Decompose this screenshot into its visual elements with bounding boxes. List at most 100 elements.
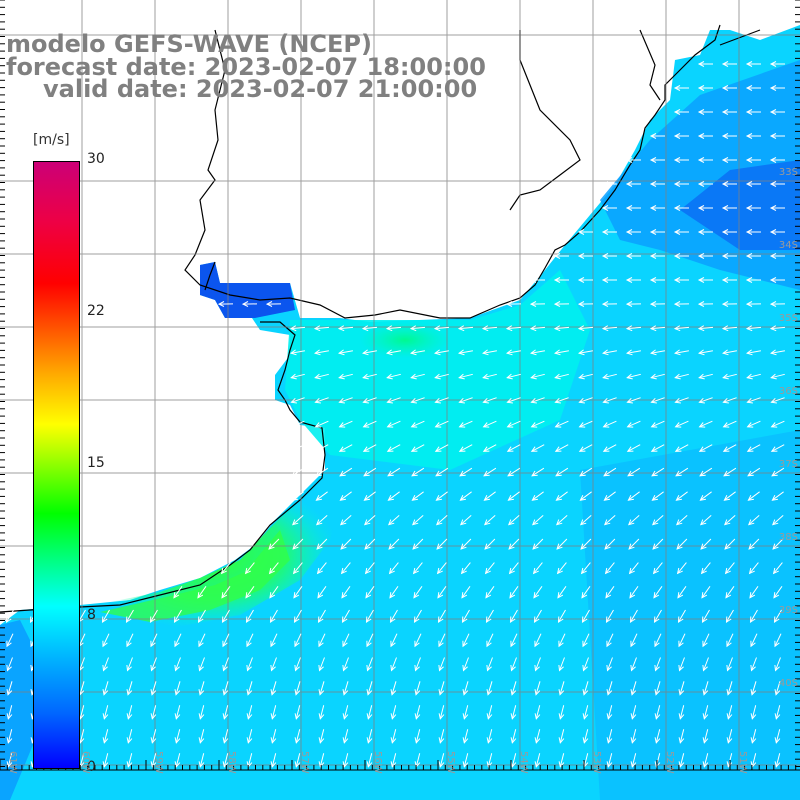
wind-arrow: [269, 562, 279, 574]
wind-arrow: [629, 586, 639, 598]
wind-arrow-head: [529, 349, 537, 356]
wind-arrow-head: [338, 373, 345, 380]
wind-arrow: [699, 350, 713, 354]
wind-arrow: [483, 350, 497, 354]
wind-arrow-head: [674, 446, 682, 452]
wind-arrow: [583, 753, 589, 767]
wind-arrow: [7, 681, 13, 695]
wind-arrow-head: [577, 325, 585, 332]
wind-arrow-head: [606, 761, 613, 768]
wind-arrow: [364, 491, 376, 501]
wind-arrow-head: [726, 737, 733, 744]
wind-arrow: [315, 444, 329, 452]
wind-arrow-head: [697, 133, 705, 139]
wind-arrow: [747, 373, 761, 379]
wind-arrow: [290, 326, 306, 330]
wind-arrow: [463, 753, 469, 767]
wind-arrow-head: [627, 494, 634, 501]
wind-arrow-head: [532, 567, 539, 575]
wind-arrow-head: [510, 640, 516, 648]
wind-arrow-head: [577, 229, 585, 235]
wind-arrow: [78, 633, 86, 647]
wind-arrow: [679, 753, 685, 767]
wind-arrow: [508, 515, 520, 525]
wind-arrow: [703, 657, 709, 671]
lat-label-39s: 39S: [778, 605, 798, 616]
colorbar-tick-30: 30: [87, 151, 105, 167]
wind-arrow-head: [649, 157, 657, 163]
wind-arrow: [102, 609, 110, 623]
wind-arrow: [436, 515, 448, 525]
wind-arrow-head: [601, 349, 609, 356]
wind-arrow-head: [390, 664, 396, 672]
wind-arrow: [580, 491, 592, 501]
wind-arrow-head: [246, 737, 253, 744]
wind-arrow-head: [557, 592, 564, 599]
wind-arrow-head: [341, 616, 348, 623]
wind-arrow-head: [245, 616, 252, 623]
wind-arrow: [127, 681, 133, 695]
wind-arrow: [247, 681, 253, 695]
wind-arrow-head: [290, 373, 297, 380]
wind-arrow-head: [410, 422, 418, 428]
wind-arrow-head: [678, 713, 685, 720]
wind-arrow-head: [458, 397, 465, 404]
wind-arrow-head: [414, 664, 420, 672]
colorbar-units: [m/s]: [33, 132, 70, 148]
wind-arrow: [151, 681, 157, 695]
wind-arrow: [775, 657, 781, 671]
wind-arrow-head: [769, 61, 777, 67]
wind-arrow-head: [462, 713, 469, 720]
wind-arrow-head: [481, 325, 489, 332]
wind-arrow: [389, 562, 399, 574]
wind-arrow: [342, 633, 350, 647]
wind-arrow: [103, 753, 109, 767]
wind-arrow: [365, 562, 375, 574]
wind-arrow-head: [533, 592, 540, 599]
wind-arrow: [150, 633, 158, 647]
wind-arrow: [366, 633, 374, 647]
wind-arrow-head: [220, 567, 227, 575]
wind-arrow-head: [485, 592, 492, 599]
wind-arrow: [654, 609, 662, 623]
wind-arrow-head: [774, 689, 781, 696]
wind-arrow-head: [747, 494, 754, 501]
wind-arrow: [603, 373, 617, 379]
wind-arrow: [363, 420, 377, 428]
wind-arrow-head: [265, 301, 273, 307]
wind-arrow-head: [697, 157, 705, 163]
wind-arrow: [367, 705, 373, 719]
wind-arrow-head: [721, 253, 729, 259]
wind-arrow-head: [677, 616, 684, 623]
wind-arrow-head: [697, 181, 705, 187]
wind-arrow-head: [745, 181, 753, 187]
wind-arrow-head: [582, 664, 588, 672]
wind-arrow: [555, 350, 569, 354]
wind-arrow-head: [458, 422, 466, 428]
wind-arrow-head: [558, 737, 565, 744]
wind-arrow: [439, 657, 445, 671]
wind-arrow-head: [435, 470, 442, 477]
wind-arrow-head: [315, 519, 323, 526]
wind-arrow: [579, 444, 593, 452]
wind-arrow: [387, 467, 401, 477]
wind-arrow-head: [721, 85, 729, 91]
wind-arrow: [223, 753, 229, 767]
wind-arrow: [751, 681, 757, 695]
wind-arrow: [315, 420, 329, 428]
wind-arrow-head: [317, 592, 324, 599]
wind-arrow-head: [554, 446, 562, 452]
wind-arrow-head: [338, 446, 346, 452]
wind-arrow: [79, 753, 85, 767]
wind-arrow-head: [434, 446, 442, 452]
wind-arrow-head: [750, 664, 756, 672]
wind-arrow: [415, 681, 421, 695]
wind-arrow-head: [217, 301, 225, 307]
wind-arrow: [7, 705, 13, 719]
wind-arrow: [339, 350, 353, 354]
wind-arrow-head: [578, 397, 585, 404]
wind-arrow: [508, 538, 520, 550]
wind-arrow: [151, 729, 157, 743]
wind-arrow-head: [721, 301, 729, 307]
wind-arrow: [578, 326, 594, 330]
